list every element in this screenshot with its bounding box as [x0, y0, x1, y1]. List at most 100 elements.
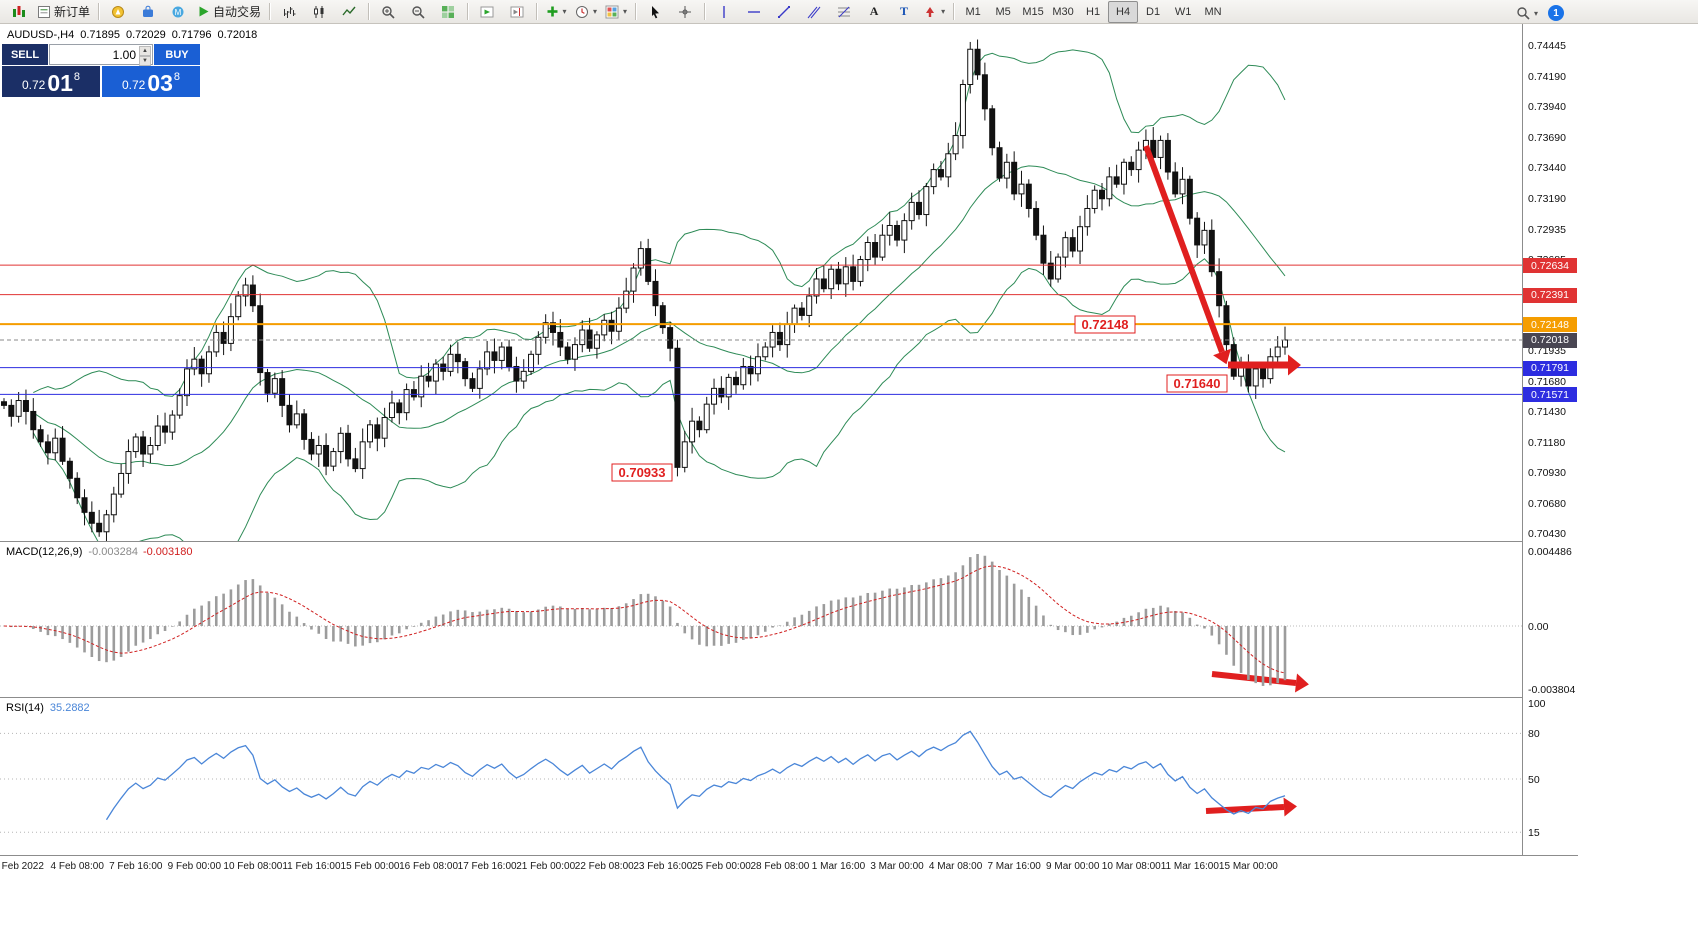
candle — [835, 268, 842, 285]
candle — [323, 444, 330, 467]
rsi-pane-divider[interactable] — [0, 697, 1578, 698]
chart-title: AUDUSD-,H4 0.71895 0.72029 0.71796 0.72018 — [7, 29, 263, 41]
vertical-line-button[interactable] — [709, 1, 739, 23]
new-order-button[interactable]: 新订单 — [33, 1, 94, 23]
candle — [1282, 339, 1288, 348]
price-tick: 0.73440 — [1528, 162, 1566, 175]
candle — [1172, 171, 1179, 195]
market-button[interactable] — [133, 1, 163, 23]
sell-button[interactable]: SELL — [2, 44, 48, 65]
timeframe-d1[interactable]: D1 — [1146, 5, 1161, 18]
sell-price-base: 0.72 — [21, 78, 46, 92]
time-tick: 1 Mar 16:00 — [811, 861, 866, 872]
candle — [396, 402, 403, 414]
timeframe-m1[interactable]: M1 — [965, 5, 981, 18]
horizontal-line-button[interactable] — [739, 1, 769, 23]
time-tick: 22 Feb 08:00 — [574, 861, 634, 872]
buy-button[interactable]: BUY — [154, 44, 200, 65]
arrows-button[interactable]: ▾ — [919, 1, 949, 23]
cursor-button[interactable] — [640, 1, 670, 23]
macd-axis-tick: 0.004486 — [1528, 546, 1572, 558]
chart-shift-button[interactable] — [502, 1, 532, 23]
fibonacci-button[interactable] — [829, 1, 859, 23]
candle — [1033, 207, 1040, 236]
candle — [1106, 176, 1113, 200]
metaeditor-button[interactable] — [103, 1, 133, 23]
indicators-button[interactable]: ▾ — [547, 6, 567, 17]
timeframe-mn[interactable]: MN — [1204, 5, 1222, 18]
candle — [967, 48, 974, 86]
candle — [59, 437, 66, 462]
zoom-out-button[interactable] — [403, 1, 433, 23]
candle — [315, 444, 322, 455]
candle — [535, 336, 542, 355]
candle — [820, 278, 827, 290]
auto-scroll-button[interactable] — [472, 1, 502, 23]
candle — [908, 201, 915, 222]
candle — [213, 331, 220, 353]
toolbar-separator — [269, 3, 271, 20]
zoom-in-button[interactable] — [373, 1, 403, 23]
timeframe-h1[interactable]: H1 — [1086, 5, 1101, 18]
sell-price-display[interactable]: 0.72 01 8 — [2, 66, 100, 97]
candle — [81, 497, 88, 513]
bar-chart-button[interactable] — [274, 1, 304, 23]
lot-decrease-button[interactable]: ▼ — [139, 56, 151, 66]
notification-badge[interactable]: 1 — [1548, 5, 1565, 21]
candle — [974, 48, 981, 76]
candle — [374, 424, 381, 439]
rsi-name: RSI(14) — [6, 702, 44, 714]
community-button[interactable]: M — [163, 1, 193, 23]
macd-pane-divider[interactable] — [0, 541, 1578, 542]
buy-price-display[interactable]: 0.72 03 8 — [102, 66, 200, 97]
timeframe-m5[interactable]: M5 — [995, 5, 1011, 18]
timeframe-h4[interactable]: H4 — [1108, 0, 1139, 23]
candle — [242, 284, 249, 297]
candle — [1216, 271, 1223, 307]
macd-indicator-pane — [0, 554, 1522, 693]
candle — [491, 351, 498, 361]
candle — [425, 375, 432, 382]
candle — [608, 319, 615, 332]
candle — [1252, 368, 1259, 387]
templates-button[interactable]: ▾ — [601, 1, 631, 23]
candle — [15, 400, 22, 417]
candle — [37, 429, 44, 443]
lot-size-input[interactable] — [50, 45, 152, 64]
equidistant-channel-button[interactable] — [799, 1, 829, 23]
time-tick: 3 Mar 00:00 — [870, 861, 924, 872]
candle-chart-button[interactable] — [304, 1, 334, 23]
price-tick: 0.74445 — [1528, 40, 1566, 52]
label-button[interactable]: T — [900, 4, 909, 18]
candle — [630, 267, 637, 292]
candle — [542, 322, 549, 338]
candle — [784, 323, 791, 346]
candle — [1208, 229, 1215, 273]
candle — [747, 365, 754, 375]
line-chart-button[interactable] — [334, 1, 364, 23]
candle — [513, 365, 520, 382]
open-value: 0.71895 — [80, 29, 120, 41]
periods-button[interactable]: ▾ — [571, 1, 601, 23]
rsi-axis-tick: 80 — [1528, 728, 1540, 741]
timeframe-w1[interactable]: W1 — [1174, 5, 1192, 18]
text-button[interactable]: A — [869, 4, 879, 18]
trendline-button[interactable] — [769, 1, 799, 23]
timeframe-m15[interactable]: M15 — [1022, 5, 1044, 18]
candle — [52, 437, 59, 454]
tile-windows-button[interactable] — [433, 1, 463, 23]
crosshair-button[interactable] — [670, 1, 700, 23]
candle — [271, 378, 278, 394]
search-button[interactable]: ▾ — [1512, 2, 1542, 24]
auto-trading-button[interactable]: 自动交易 — [193, 1, 265, 23]
lot-increase-button[interactable]: ▲ — [139, 46, 151, 56]
rsi-axis-tick: 50 — [1528, 774, 1540, 786]
candles-layer — [1, 39, 1288, 541]
candle — [623, 290, 630, 309]
candle — [308, 438, 315, 455]
timeframe-m30[interactable]: M30 — [1052, 5, 1074, 18]
candle — [462, 361, 469, 380]
candle — [345, 432, 352, 460]
candle — [184, 368, 190, 397]
time-tick: 11 Feb 16:00 — [282, 861, 341, 872]
